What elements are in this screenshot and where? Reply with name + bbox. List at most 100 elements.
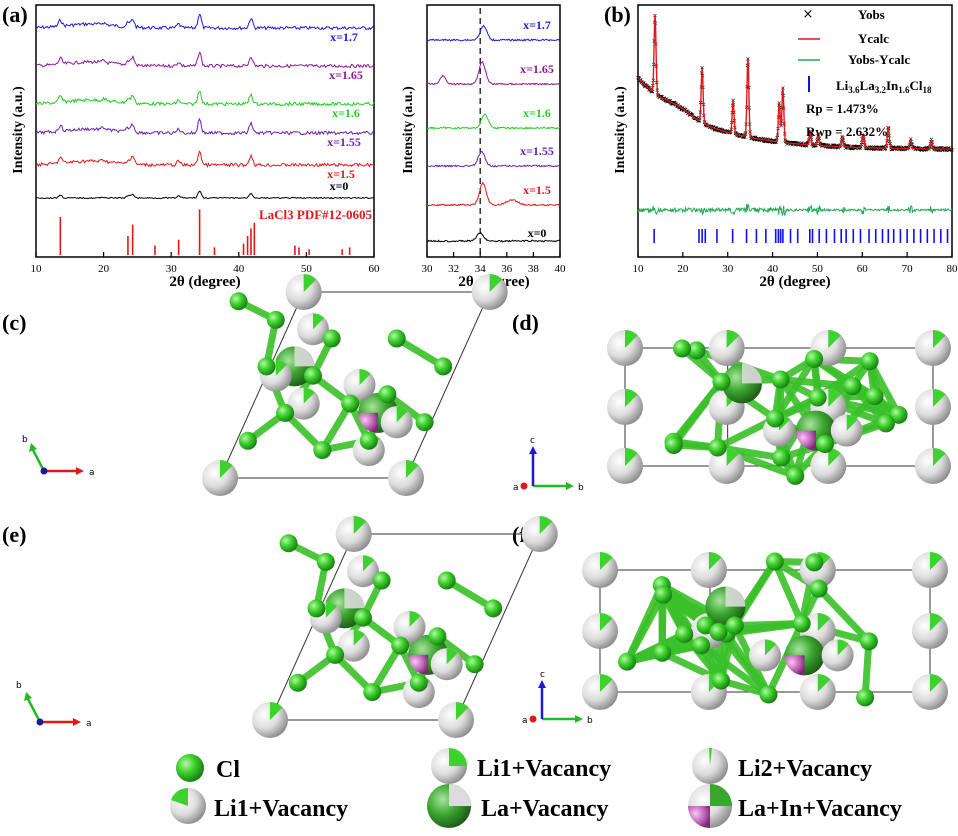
legend-ycalc-label: Ycalc <box>858 31 889 46</box>
atom-cl <box>484 599 503 618</box>
atom-cl <box>860 352 879 371</box>
atom-w <box>915 448 951 484</box>
atom-cl <box>359 431 378 450</box>
xtick-label: 40 <box>555 263 567 275</box>
panel-a-inset: Intensity (a.u.) 2θ (degree) 30323436384… <box>401 4 567 290</box>
atom-cl <box>889 405 908 424</box>
series-label: x=0 <box>330 179 349 193</box>
atom-cl <box>437 571 456 590</box>
rp-annotation: Rp = 1.473% <box>806 101 879 116</box>
axis-triad-d: a b c <box>513 436 584 493</box>
atom-cl <box>771 370 790 389</box>
bond <box>861 637 873 701</box>
atom-w <box>380 406 413 439</box>
legend-li1-vacancy: Li1+Vacancy <box>431 748 611 784</box>
series-label: x=1.6 <box>523 106 551 120</box>
svg-text:c: c <box>540 670 545 680</box>
svg-text:a: a <box>513 483 519 493</box>
atom-w <box>830 414 863 447</box>
crystal-structure-d <box>607 330 951 485</box>
atom-w <box>810 448 847 484</box>
atom-cl <box>363 683 382 702</box>
svg-text:Cl: Cl <box>216 757 240 783</box>
atom-w <box>388 460 424 496</box>
series-line <box>426 231 561 243</box>
atom-w <box>393 611 426 643</box>
atom-w <box>915 389 951 425</box>
atom-w <box>287 387 320 420</box>
atom-w <box>912 613 948 649</box>
legend-diff-label: Yobs-Ycalc <box>848 52 910 67</box>
atom-w <box>607 389 643 425</box>
xtick-label: 10 <box>31 263 43 275</box>
atom-cl <box>288 673 307 692</box>
bond <box>815 585 873 645</box>
xlabel-b: 2θ (degree) <box>759 274 830 290</box>
xtick-label: 40 <box>767 263 779 275</box>
svg-text:c: c <box>530 436 535 446</box>
atom-w <box>582 674 618 710</box>
atom-w <box>708 448 745 484</box>
atom-cl <box>765 552 784 571</box>
atom-cl <box>664 436 683 455</box>
series-label: x=1.7 <box>330 30 358 44</box>
atom-pink <box>784 635 825 676</box>
series-line <box>426 60 561 86</box>
atom-cl <box>316 552 335 571</box>
series-line <box>426 150 561 168</box>
series-line <box>35 117 375 136</box>
series-a: x=1.7 x=1.65 x=1.6 x=1.55 x=1.5x=0 <box>35 13 375 200</box>
series-line <box>426 113 561 130</box>
atom-cl <box>257 357 276 376</box>
bond <box>658 591 667 657</box>
xtick-label: 80 <box>947 263 958 275</box>
plot-frame-a-inset <box>426 4 561 258</box>
atom-cl <box>808 388 827 407</box>
atom-w <box>521 516 558 552</box>
xtick-label: 10 <box>633 263 645 275</box>
svg-text:a: a <box>522 716 528 726</box>
atom-cl <box>654 585 673 604</box>
crystal-structure-e <box>252 516 558 738</box>
atom-cl <box>322 329 341 348</box>
atom-cl <box>313 441 332 460</box>
atom-cl <box>653 643 672 662</box>
atom-cl <box>766 409 785 428</box>
svg-text:b: b <box>578 483 584 493</box>
svg-text:Li2+Vacancy: Li2+Vacancy <box>738 756 872 782</box>
atom-cl <box>805 553 824 572</box>
atom-cl <box>238 431 257 450</box>
series-label: x=1.65 <box>520 62 554 76</box>
svg-text:Li1+Vacancy: Li1+Vacancy <box>214 796 348 822</box>
legend-cl: Cl <box>176 754 240 783</box>
crystal-structure-c <box>202 274 508 496</box>
xtick-label: 60 <box>369 263 381 275</box>
atom-cl <box>805 349 824 368</box>
reference-bars-a <box>59 209 351 255</box>
legend-yobs-marker: × <box>803 7 814 22</box>
atom-w <box>202 460 238 496</box>
ylabel-b: Intensity (a.u.) <box>613 86 628 174</box>
xtick-label: 38 <box>528 263 540 275</box>
atom-cl <box>708 438 727 457</box>
atom-cl <box>815 435 834 454</box>
atom-w <box>708 330 745 366</box>
series-label: x=1.55 <box>327 135 361 149</box>
atom-w <box>252 702 288 738</box>
atom-cl <box>712 372 731 391</box>
xlabel-a: 2θ (degree) <box>169 274 240 290</box>
diff-line <box>637 203 953 217</box>
atom-big <box>722 363 763 404</box>
series-label: x=1.65 <box>329 68 363 82</box>
panel-a: (a) Intensity (a.u.) 2θ (degree) 10 20 30 4… <box>2 2 380 290</box>
series-a-inset: x=1.7 x=1.65 x=1.6 x=1.55 x=1.5 x=0 <box>426 18 561 243</box>
legend-li2-vacancy: Li2+Vacancy <box>692 747 872 784</box>
legend-phase-label: Li3.6La3.2In1.6Cl18 <box>836 78 932 95</box>
atom-w <box>821 639 854 672</box>
legend-la-in-vacancy: La+In+Vacancy <box>688 784 902 828</box>
atom-cl <box>792 614 811 633</box>
ycalc-line <box>637 14 952 150</box>
series-label: x=1.7 <box>523 18 551 32</box>
series-line <box>35 91 375 107</box>
svg-text:a: a <box>86 719 92 729</box>
